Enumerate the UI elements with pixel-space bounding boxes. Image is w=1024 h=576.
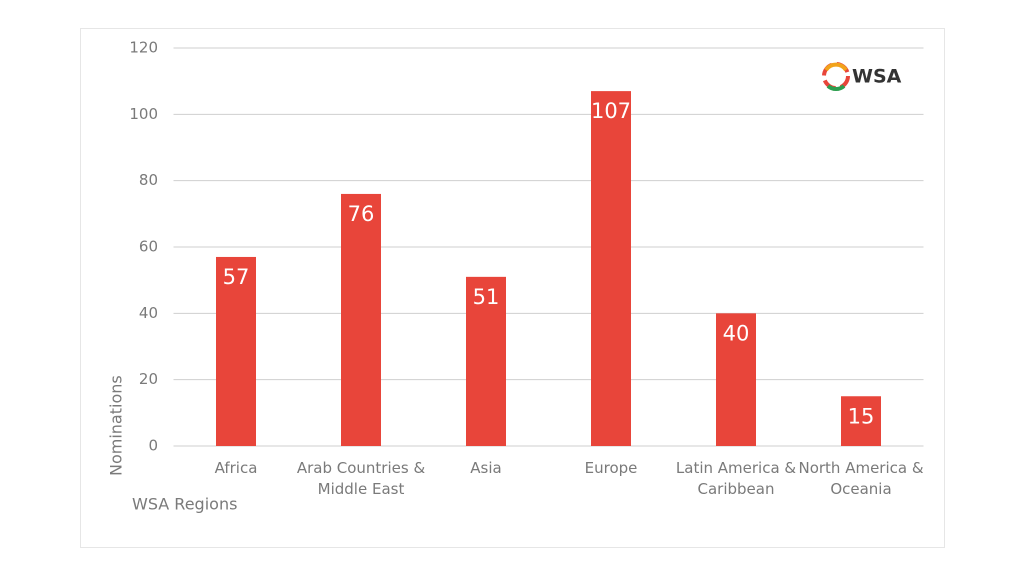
x-tick-label: Europe — [585, 459, 638, 477]
x-tick-line: Oceania — [830, 480, 891, 498]
bar — [591, 91, 631, 446]
value-label: 51 — [473, 285, 500, 309]
y-axis-label: Nominations — [107, 375, 126, 476]
logo-icon — [822, 62, 850, 91]
bar — [341, 193, 381, 446]
x-tick-label: Arab Countries & Middle East — [297, 459, 426, 498]
value-label: 15 — [848, 404, 875, 428]
value-label: 40 — [723, 321, 750, 345]
x-tick-line: Asia — [470, 459, 501, 477]
x-tick-line: North America & — [798, 459, 923, 477]
x-tick-label: North America & Oceania — [798, 459, 923, 498]
bar — [841, 396, 881, 446]
x-tick-line: Africa — [215, 459, 258, 477]
y-tick-label: 20 — [139, 370, 158, 388]
bar — [466, 276, 506, 446]
y-tick-label: 100 — [129, 105, 158, 123]
value-label: 107 — [591, 99, 631, 123]
logo-text: WSA — [852, 66, 902, 88]
y-tick-label: 40 — [139, 304, 158, 322]
x-tick-line: Middle East — [318, 480, 405, 498]
x-tick-label: Asia — [470, 459, 501, 477]
x-tick-label: Africa — [215, 459, 258, 477]
bar — [716, 313, 756, 446]
x-axis-label: WSA Regions — [132, 495, 237, 514]
x-tick-line: Europe — [585, 459, 638, 477]
bar — [216, 256, 256, 446]
y-tick-label: 120 — [129, 39, 158, 57]
x-tick-line: Caribbean — [698, 480, 775, 498]
y-tick-label: 80 — [139, 171, 158, 189]
x-tick-line: Latin America & — [676, 459, 797, 477]
y-tick-label: 0 — [148, 437, 158, 455]
x-tick-line: Arab Countries & — [297, 459, 426, 477]
value-label: 57 — [223, 265, 250, 289]
x-tick-label: Latin America & Caribbean — [676, 459, 797, 498]
value-label: 76 — [348, 202, 375, 226]
y-tick-label: 60 — [139, 238, 158, 256]
